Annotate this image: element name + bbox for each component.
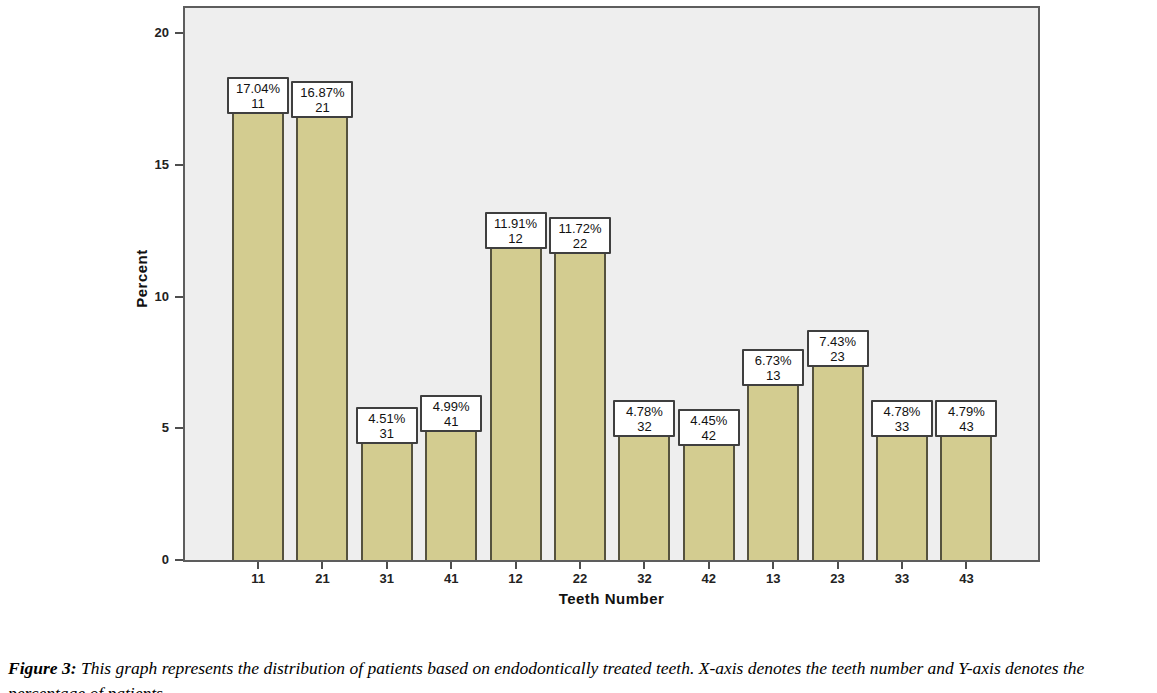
bar-label-tooth: 32: [615, 419, 673, 434]
bar-label-tooth: 43: [937, 419, 995, 434]
figure-caption-text: This graph represents the distribution o…: [8, 658, 1084, 693]
bar-value-label: 11.72%22: [549, 217, 611, 254]
chart-bar: [490, 246, 542, 560]
bar-label-percent: 4.79%: [937, 404, 995, 419]
bar-label-tooth: 22: [551, 236, 609, 251]
x-tick: [837, 562, 839, 569]
y-tick: [175, 164, 183, 166]
x-tick-label: 11: [236, 571, 280, 586]
figure-page: 05101520 Percent 17.04%1116.87%214.51%31…: [0, 0, 1157, 693]
bar-value-label: 7.43%23: [807, 330, 869, 367]
plot-area: 17.04%1116.87%214.51%314.99%4111.91%1211…: [183, 6, 1040, 562]
bar-label-percent: 16.87%: [293, 85, 351, 100]
y-axis-title: Percent: [133, 249, 150, 308]
chart-bar: [683, 443, 735, 560]
y-tick: [175, 32, 183, 34]
x-tick-label: 22: [558, 571, 602, 586]
bar-label-percent: 4.45%: [680, 413, 738, 428]
bar-value-label: 4.45%42: [678, 409, 740, 446]
x-tick: [965, 562, 967, 569]
chart-bar: [876, 434, 928, 560]
chart-bar: [296, 115, 348, 560]
figure-caption: Figure 3: This graph represents the dist…: [8, 656, 1144, 693]
y-axis: 05101520: [0, 6, 183, 562]
bar-label-percent: 6.73%: [744, 353, 802, 368]
chart-bar: [618, 434, 670, 560]
y-tick: [175, 559, 183, 561]
bar-label-tooth: 41: [422, 414, 480, 429]
x-axis-title: Teeth Number: [185, 590, 1038, 607]
bar-label-percent: 17.04%: [229, 81, 287, 96]
bar-label-percent: 4.99%: [422, 399, 480, 414]
bar-label-percent: 4.78%: [615, 404, 673, 419]
y-tick-label: 15: [129, 157, 169, 172]
bar-label-tooth: 31: [358, 426, 416, 441]
y-tick-label: 20: [129, 25, 169, 40]
x-tick: [579, 562, 581, 569]
bar-label-tooth: 23: [809, 349, 867, 364]
bar-value-label: 4.78%33: [871, 400, 933, 437]
x-tick: [643, 562, 645, 569]
x-tick-label: 23: [816, 571, 860, 586]
bar-value-label: 11.91%12: [485, 212, 547, 249]
x-tick: [772, 562, 774, 569]
chart-bar: [361, 441, 413, 560]
x-tick-label: 43: [944, 571, 988, 586]
x-tick-label: 21: [300, 571, 344, 586]
x-tick: [515, 562, 517, 569]
bar-label-tooth: 13: [744, 368, 802, 383]
bar-label-tooth: 42: [680, 428, 738, 443]
bar-label-percent: 7.43%: [809, 334, 867, 349]
y-tick-label: 0: [129, 552, 169, 567]
chart-bar: [940, 434, 992, 560]
bar-value-label: 4.51%31: [356, 407, 418, 444]
x-tick: [257, 562, 259, 569]
bar-value-label: 16.87%21: [291, 81, 353, 118]
x-tick: [386, 562, 388, 569]
chart-bar: [232, 111, 284, 560]
bar-value-label: 17.04%11: [227, 77, 289, 114]
bar-label-tooth: 21: [293, 100, 351, 115]
x-tick-label: 41: [429, 571, 473, 586]
x-tick-label: 32: [622, 571, 666, 586]
x-tick-label: 42: [687, 571, 731, 586]
bar-label-percent: 4.78%: [873, 404, 931, 419]
bar-label-tooth: 12: [487, 231, 545, 246]
bar-value-label: 4.99%41: [420, 395, 482, 432]
bar-value-label: 4.79%43: [935, 400, 997, 437]
x-tick: [450, 562, 452, 569]
chart-bar: [812, 364, 864, 560]
x-tick: [901, 562, 903, 569]
chart-bar: [747, 383, 799, 560]
chart-bar: [554, 251, 606, 560]
x-tick: [708, 562, 710, 569]
y-tick: [175, 296, 183, 298]
bar-value-label: 4.78%32: [613, 400, 675, 437]
x-tick-label: 12: [494, 571, 538, 586]
y-tick: [175, 427, 183, 429]
y-tick-label: 5: [129, 420, 169, 435]
x-tick-label: 13: [751, 571, 795, 586]
x-tick: [321, 562, 323, 569]
bar-label-percent: 11.72%: [551, 221, 609, 236]
bar-value-label: 6.73%13: [742, 349, 804, 386]
bar-label-tooth: 11: [229, 96, 287, 111]
bar-label-percent: 11.91%: [487, 216, 545, 231]
figure-caption-prefix: Figure 3:: [8, 658, 77, 678]
x-tick-label: 33: [880, 571, 924, 586]
x-tick-label: 31: [365, 571, 409, 586]
bar-label-percent: 4.51%: [358, 411, 416, 426]
bar-label-tooth: 33: [873, 419, 931, 434]
chart-bar: [425, 429, 477, 560]
